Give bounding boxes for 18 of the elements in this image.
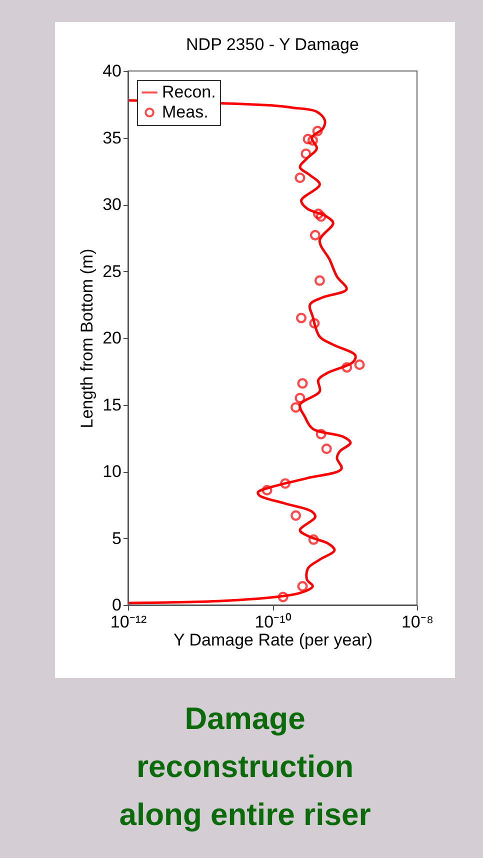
x-tick-label: 10⁻¹⁰ xyxy=(254,612,292,632)
y-tick-label: 5 xyxy=(112,528,122,548)
y-tick-label: 20 xyxy=(102,328,122,348)
chart-title: NDP 2350 - Y Damage xyxy=(186,35,359,54)
x-axis-title: Y Damage Rate (per year) xyxy=(173,630,373,650)
y-tick-label: 0 xyxy=(112,596,122,614)
legend-label: Recon. xyxy=(162,82,216,102)
y-tick-label: 35 xyxy=(102,128,122,148)
y-tick-label: 15 xyxy=(102,395,122,414)
y-tick-label: 40 xyxy=(102,62,122,80)
text: Damage reconstruction along entire riser xyxy=(119,701,371,832)
x-tick-label: 10⁻¹² xyxy=(110,612,147,632)
y-axis-title: Length from Bottom (m) xyxy=(78,248,97,428)
y-tick-label: 10 xyxy=(102,462,122,481)
x-tick-label: 10⁻⁸ xyxy=(401,612,434,632)
y-tick-label: 25 xyxy=(102,262,122,281)
y-tick-label: 30 xyxy=(102,195,122,214)
legend-label: Meas. xyxy=(162,102,208,122)
